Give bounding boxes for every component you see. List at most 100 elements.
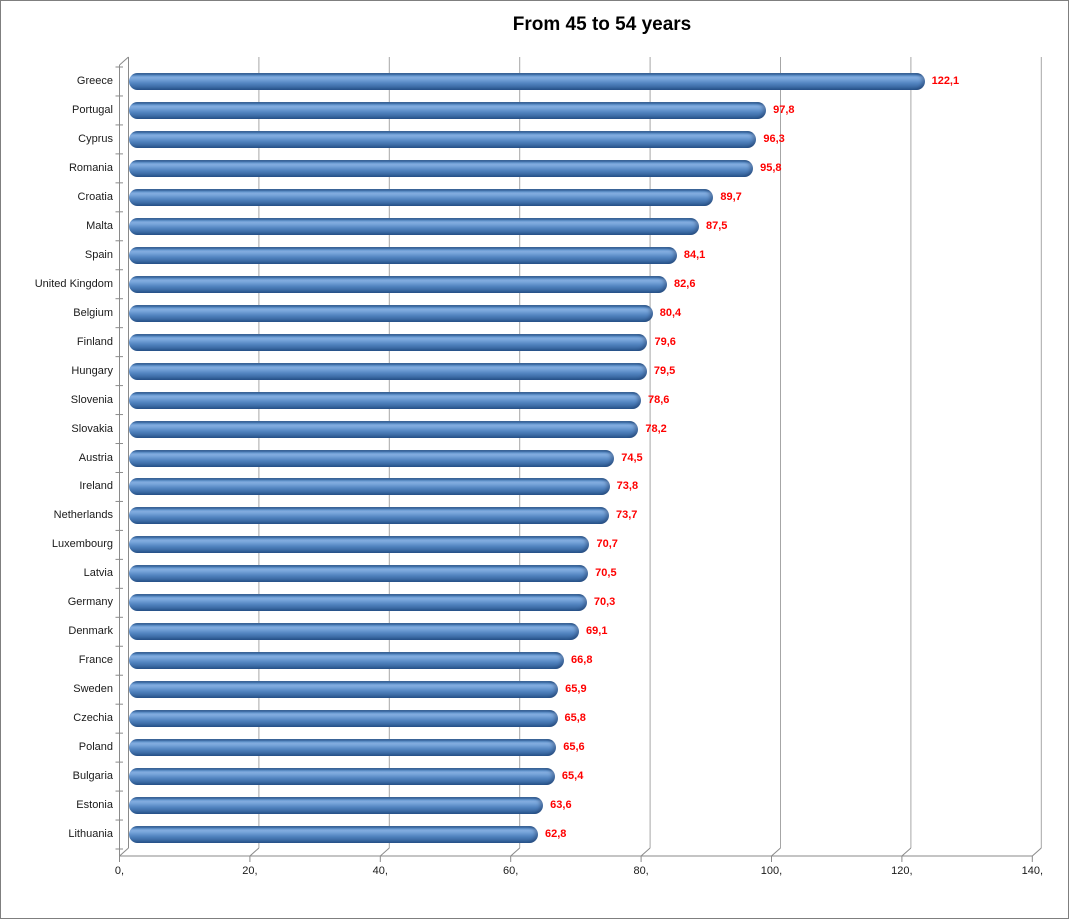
category-label: Portugal (72, 103, 113, 116)
x-axis-tick-label: 40, (372, 865, 388, 877)
bar-romania (128, 159, 754, 177)
bar-austria (128, 449, 615, 467)
category-label: Poland (78, 741, 113, 754)
floor-diagonal (771, 847, 781, 857)
bar-portugal (128, 101, 767, 119)
bar-value-label: 73,7 (616, 509, 638, 522)
floor-diagonal (510, 847, 521, 857)
bar-value-label: 80,4 (659, 306, 682, 319)
bar-croatia (128, 188, 714, 206)
bar-value-label: 63,6 (550, 799, 572, 812)
category-label: Belgium (73, 306, 113, 319)
category-label: Slovenia (70, 393, 113, 406)
bar-value-label: 96,3 (763, 132, 785, 145)
bar-czechia (128, 710, 558, 728)
bar-value-label: 73,8 (616, 480, 639, 493)
category-label: Slovakia (71, 422, 113, 435)
category-label: Czechia (73, 712, 113, 725)
bar-value-label: 62,8 (544, 828, 567, 841)
category-label: Croatia (77, 190, 113, 203)
category-label: Estonia (76, 799, 113, 812)
category-label: United Kingdom (34, 277, 113, 290)
category-label: Hungary (71, 364, 113, 377)
bar-bulgaria (128, 768, 555, 786)
top-bevel (119, 56, 129, 66)
bar-luxembourg (128, 536, 590, 554)
bar-value-label: 70,7 (596, 538, 618, 551)
bar-value-label: 65,9 (565, 683, 587, 696)
bar-belgium (128, 304, 653, 322)
bar-poland (128, 739, 557, 757)
bar-france (128, 652, 565, 670)
bar-value-label: 65,8 (564, 712, 586, 725)
x-axis-tick-label: 100, (760, 865, 783, 877)
bar-value-label: 70,5 (595, 567, 617, 580)
bar-value-label: 84,1 (683, 248, 706, 261)
category-label: Luxembourg (51, 538, 113, 551)
category-label: Austria (78, 451, 113, 464)
category-label: Netherlands (53, 509, 113, 522)
x-axis-tick-label: 20, (242, 865, 258, 877)
x-axis-tick-label: 60, (503, 865, 519, 877)
category-label: Sweden (73, 683, 113, 696)
bar-value-label: 78,6 (647, 393, 670, 406)
x-axis-tick-label: 80, (633, 865, 649, 877)
bar-value-label: 78,2 (645, 422, 667, 435)
bar-value-label: 65,6 (563, 741, 585, 754)
floor-diagonal (1031, 847, 1042, 857)
bar-value-label: 97,8 (773, 103, 795, 116)
bar-lithuania (128, 826, 538, 844)
bar-ireland (128, 478, 610, 496)
bar-value-label: 95,8 (760, 161, 782, 174)
floor-diagonal (379, 847, 390, 857)
category-label: Cyprus (78, 132, 113, 145)
bar-value-label: 65,4 (561, 770, 584, 783)
bar-greece (128, 72, 925, 90)
bar-value-label: 122,1 (931, 74, 960, 87)
bar-cyprus (128, 130, 757, 148)
x-axis-tick-label: 120, (891, 865, 913, 877)
x-axis-tick-label: 0, (114, 865, 125, 877)
bar-value-label: 79,6 (654, 335, 676, 348)
floor-diagonal (640, 847, 651, 857)
bar-value-label: 69,1 (586, 625, 608, 638)
category-label: Denmark (68, 625, 113, 638)
category-label: Ireland (79, 480, 113, 493)
bar-value-label: 87,5 (706, 219, 728, 232)
bar-spain (128, 246, 677, 264)
bar-hungary (128, 362, 647, 380)
category-label: Germany (67, 596, 113, 609)
category-label: Finland (76, 335, 113, 348)
bar-value-label: 70,3 (593, 596, 616, 609)
bar-slovenia (128, 391, 641, 409)
floor-diagonal (119, 847, 129, 857)
bar-value-label: 66,8 (571, 654, 593, 667)
floor-diagonal (901, 847, 912, 857)
bar-malta (128, 217, 699, 235)
bar-value-label: 74,5 (621, 451, 643, 464)
x-axis-tick-label: 140, (1021, 865, 1044, 877)
floor-diagonal (249, 847, 260, 857)
category-label: France (78, 654, 113, 667)
category-label: Bulgaria (72, 770, 113, 783)
bar-value-label: 79,5 (653, 364, 676, 377)
category-label: Lithuania (68, 828, 113, 841)
bar-denmark (128, 623, 580, 641)
bar-value-label: 89,7 (720, 190, 742, 203)
category-label: Greece (76, 74, 113, 87)
category-label: Spain (84, 248, 113, 261)
bar-united-kingdom (128, 275, 668, 293)
bar-sweden (128, 681, 559, 699)
bar-value-label: 82,6 (674, 277, 696, 290)
bar-estonia (128, 797, 544, 815)
bar-finland (128, 333, 648, 351)
chart-title: From 45 to 54 years (512, 14, 692, 35)
bar-latvia (128, 565, 589, 583)
category-label: Latvia (83, 567, 113, 580)
category-label: Malta (86, 219, 113, 232)
category-label: Romania (68, 161, 113, 174)
bar-germany (128, 594, 587, 612)
bar-netherlands (128, 507, 610, 525)
bar-slovakia (128, 420, 639, 438)
